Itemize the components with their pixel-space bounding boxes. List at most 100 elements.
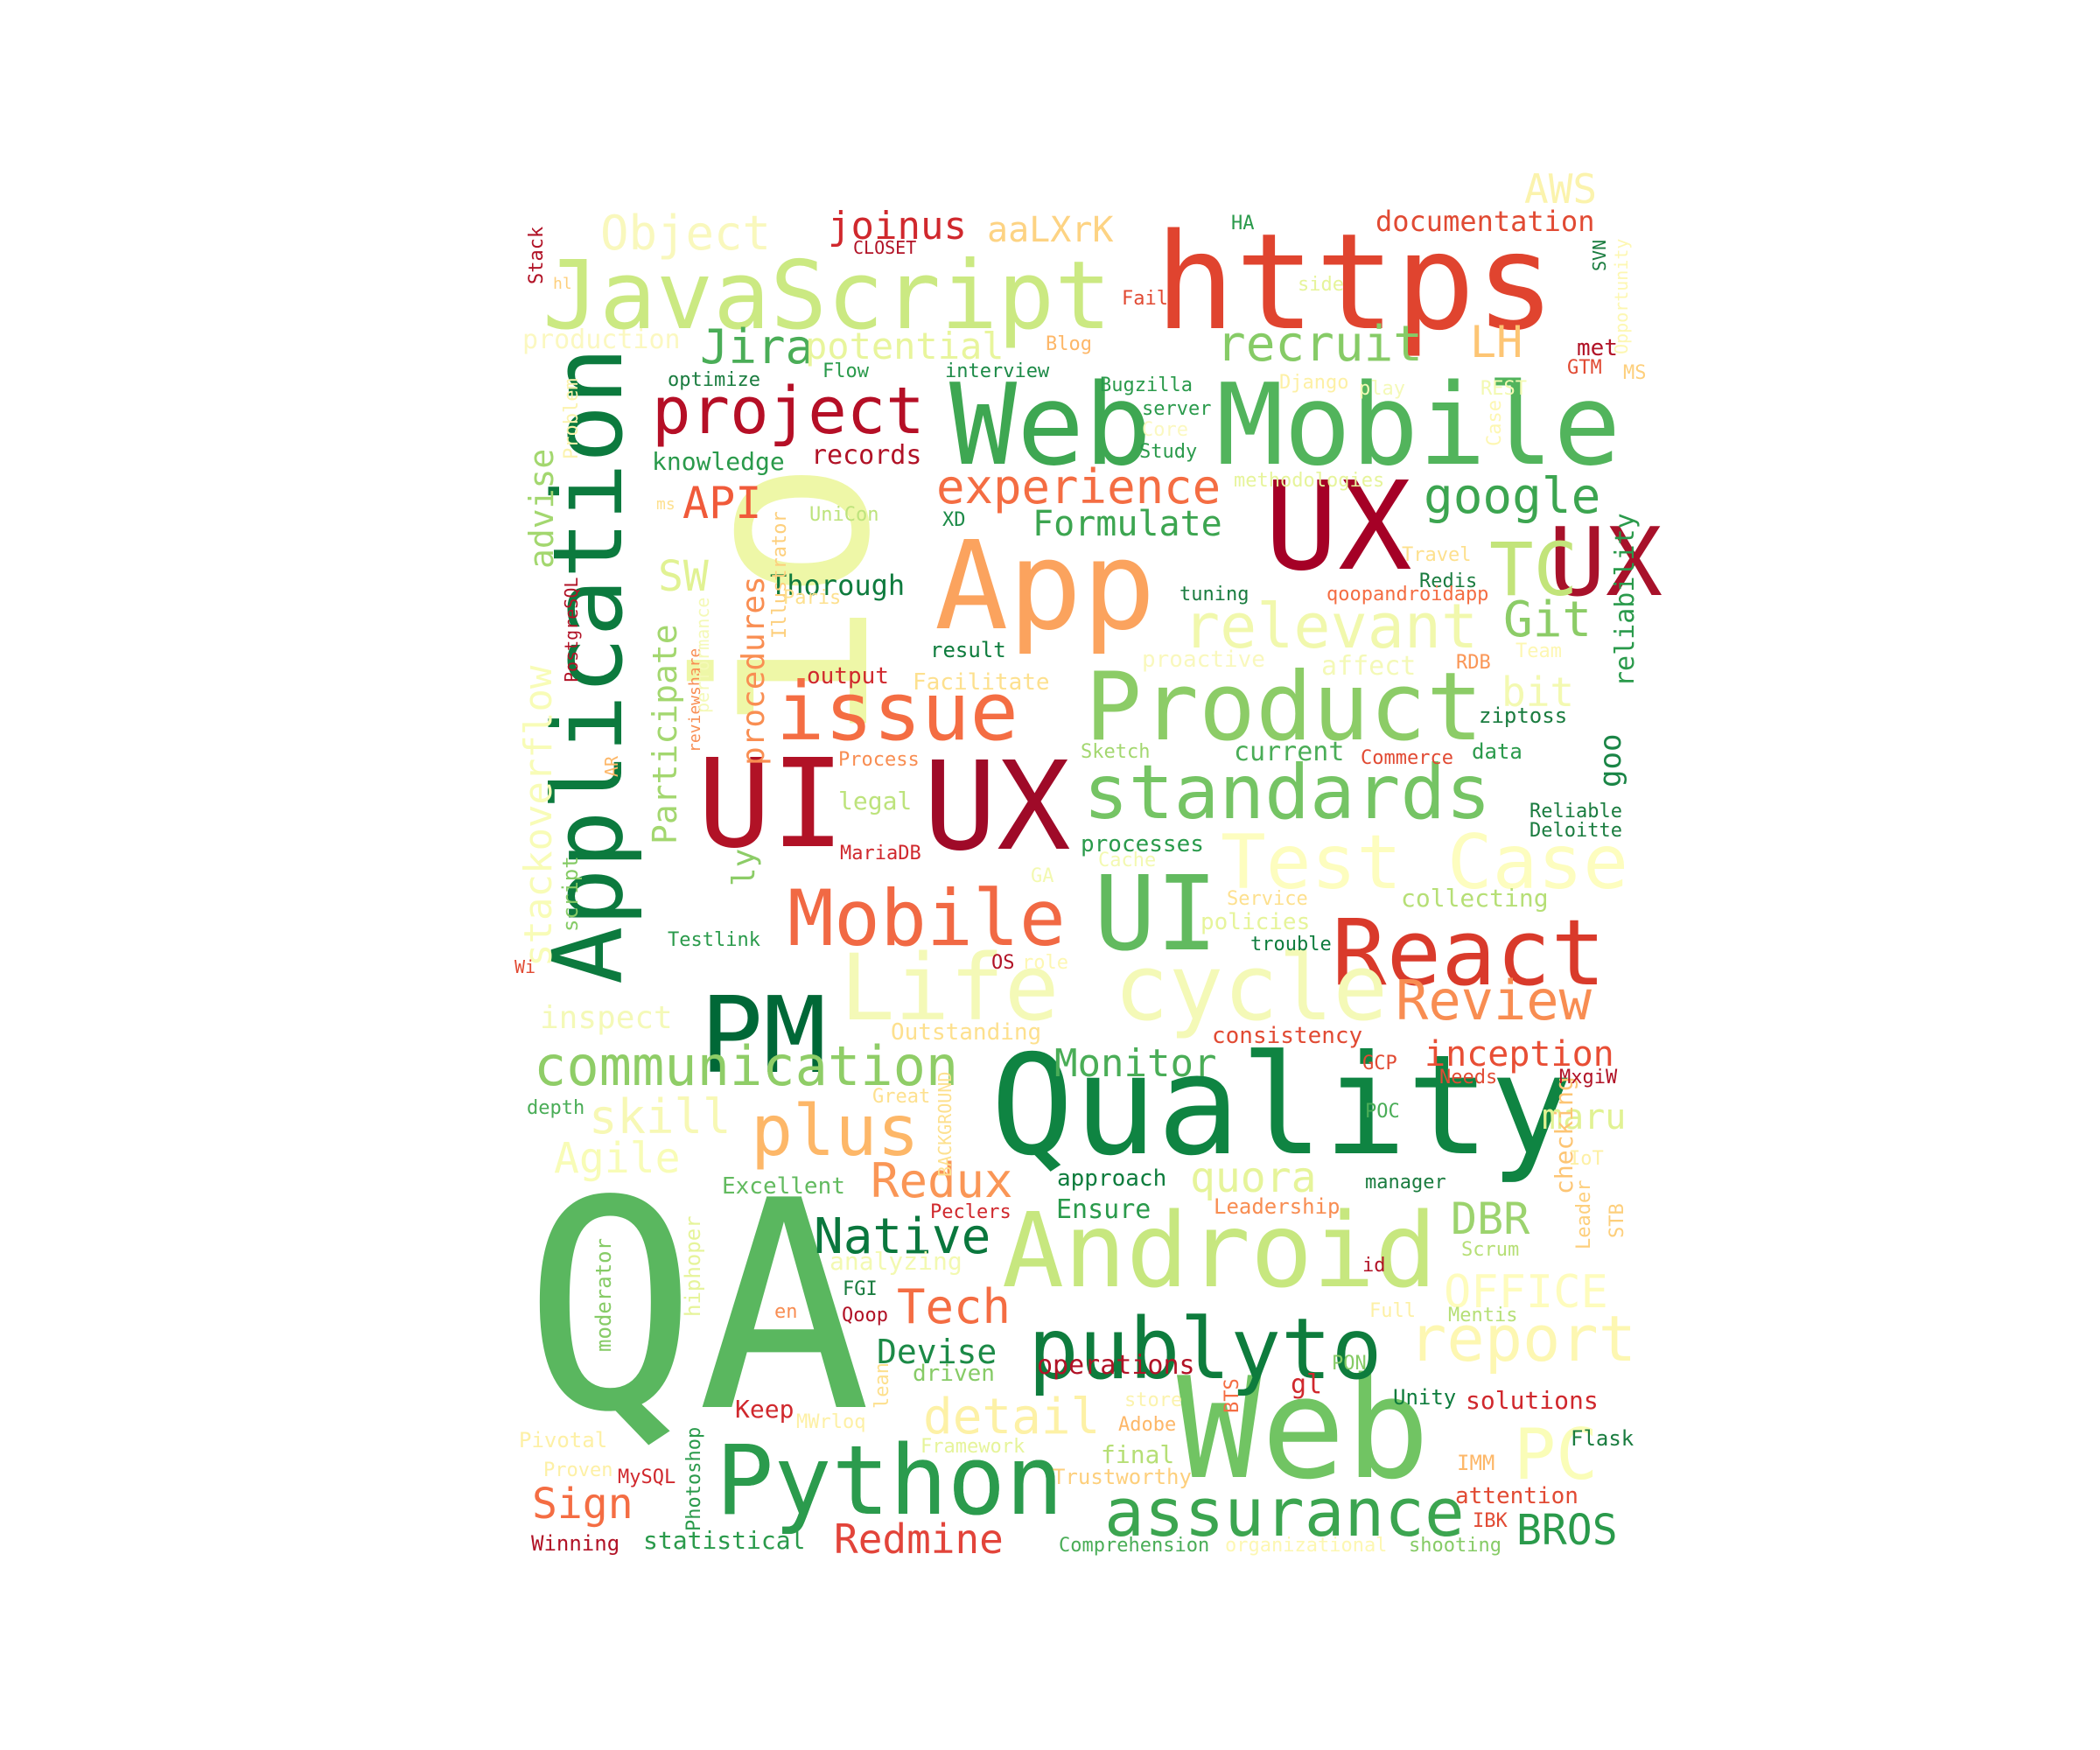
cloud-word: shooting <box>1409 1535 1502 1557</box>
cloud-word: PON <box>1332 1353 1367 1375</box>
cloud-word: UniCon <box>809 504 878 526</box>
cloud-word: UI <box>697 733 845 876</box>
cloud-word: https <box>1155 205 1556 360</box>
cloud-word: final <box>1101 1440 1174 1469</box>
cloud-word: reviewshare <box>686 648 704 752</box>
cloud-word: RDB <box>1456 652 1491 674</box>
cloud-word: analyzing <box>830 1247 962 1276</box>
cloud-word: HA <box>1231 213 1255 234</box>
cloud-word: aaLXrK <box>987 210 1114 250</box>
cloud-word: performance <box>692 598 713 713</box>
cloud-word: Stack <box>526 227 548 284</box>
cloud-word: organizational <box>1225 1535 1387 1557</box>
cloud-word: Fail <box>1122 288 1168 310</box>
cloud-word: Illustrator <box>769 511 791 639</box>
cloud-word: Wi <box>514 956 536 977</box>
cloud-word: XD <box>942 509 966 531</box>
cloud-word: MariaDB <box>840 843 921 864</box>
cloud-word: io <box>647 459 922 744</box>
cloud-word: Sketch <box>1081 741 1150 763</box>
cloud-word: maru <box>1542 1097 1626 1138</box>
cloud-word: Python <box>716 1424 1063 1536</box>
cloud-word: Scrum <box>1461 1239 1519 1261</box>
cloud-word: Life cycle <box>840 934 1388 1041</box>
cloud-word: Service <box>1227 888 1308 910</box>
cloud-word: Review <box>1396 969 1592 1032</box>
cloud-word: Peclers <box>930 1201 1012 1223</box>
cloud-word: Leadership <box>1214 1194 1340 1219</box>
cloud-word: Web <box>1177 1347 1430 1510</box>
cloud-word: standards <box>1083 749 1491 836</box>
cloud-word: Excellent <box>722 1173 845 1200</box>
word-cloud-words: QAQualityWebhttpsAppUIUXMobileWebAndroid… <box>514 165 1662 1563</box>
cloud-word: UX <box>1549 508 1662 618</box>
cloud-word: TC <box>1489 527 1578 612</box>
cloud-word: Comprehension <box>1059 1535 1209 1557</box>
cloud-word: server <box>1142 398 1211 420</box>
cloud-word: documentation <box>1376 205 1594 238</box>
cloud-word: Photoshop <box>683 1427 705 1531</box>
cloud-word: methodologies <box>1234 470 1384 492</box>
cloud-word: Core <box>1142 419 1188 441</box>
cloud-word: experience <box>936 459 1221 514</box>
cloud-word: Framework <box>920 1436 1025 1458</box>
cloud-word: Android <box>1002 1190 1437 1311</box>
cloud-word: React <box>1332 900 1606 1006</box>
cloud-word: hl <box>553 275 572 293</box>
cloud-word: Application <box>532 347 644 984</box>
cloud-word: PM <box>700 976 827 1097</box>
cloud-word: reliability <box>1610 513 1641 687</box>
cloud-word: script <box>558 856 583 932</box>
cloud-word: Team <box>1516 640 1562 662</box>
cloud-word: MWrloq <box>796 1411 865 1433</box>
cloud-word: Outstanding <box>891 1019 1041 1046</box>
cloud-word: Bugzilla <box>1100 374 1193 396</box>
cloud-word: UI <box>1094 853 1218 974</box>
cloud-word: plus <box>751 1090 920 1172</box>
cloud-word: bit <box>1502 668 1574 716</box>
cloud-word: publyto <box>1028 1300 1382 1398</box>
cloud-word: Git <box>1503 592 1592 648</box>
cloud-word: optimize <box>668 369 760 391</box>
cloud-word: solutions <box>1466 1386 1599 1415</box>
cloud-word: legal <box>838 787 912 816</box>
cloud-word: data <box>1472 739 1522 764</box>
cloud-word: Unity <box>1393 1385 1456 1410</box>
cloud-word: skill <box>589 1089 732 1144</box>
cloud-word: trouble <box>1250 934 1332 956</box>
cloud-word: API <box>682 478 761 528</box>
cloud-word: Flask <box>1571 1426 1634 1451</box>
cloud-word: collecting <box>1401 884 1549 913</box>
cloud-word: Redmine <box>834 1516 1004 1563</box>
cloud-word: current <box>1234 737 1344 767</box>
cloud-word: GA <box>1031 865 1054 887</box>
cloud-word: Keep <box>735 1395 794 1424</box>
cloud-word: Flow <box>822 360 870 382</box>
cloud-word: Web <box>949 360 1152 491</box>
cloud-word: id <box>1362 1255 1386 1277</box>
cloud-word: OFFICE <box>1444 1266 1608 1319</box>
cloud-word: UX <box>1264 456 1412 598</box>
cloud-word: MxgiW <box>1559 1067 1618 1088</box>
cloud-word: Test Case <box>1221 819 1628 906</box>
cloud-word: Monitor <box>1054 1041 1216 1086</box>
cloud-word: proactive <box>1142 647 1265 673</box>
cloud-word: DBR <box>1451 1194 1530 1244</box>
cloud-word: BROS <box>1516 1506 1618 1555</box>
cloud-word: BACKGROUND <box>934 1072 956 1177</box>
cloud-word: Facilitate <box>913 669 1050 696</box>
cloud-word: met <box>1577 335 1618 361</box>
cloud-word: goo <box>1593 734 1628 788</box>
cloud-word: procedures <box>736 576 772 766</box>
cloud-word: Testlink <box>668 929 760 951</box>
cloud-word: tuning <box>1180 584 1249 606</box>
cloud-word: PostgreSQL <box>561 578 582 682</box>
cloud-word: GCP <box>1362 1053 1397 1074</box>
cloud-word: records <box>811 440 921 471</box>
cloud-word: Deloitte <box>1530 820 1622 842</box>
cloud-word: side <box>1298 274 1344 296</box>
cloud-word: joinus <box>828 204 967 248</box>
cloud-word: checking <box>1550 1076 1578 1194</box>
cloud-word: Proven <box>543 1460 612 1481</box>
